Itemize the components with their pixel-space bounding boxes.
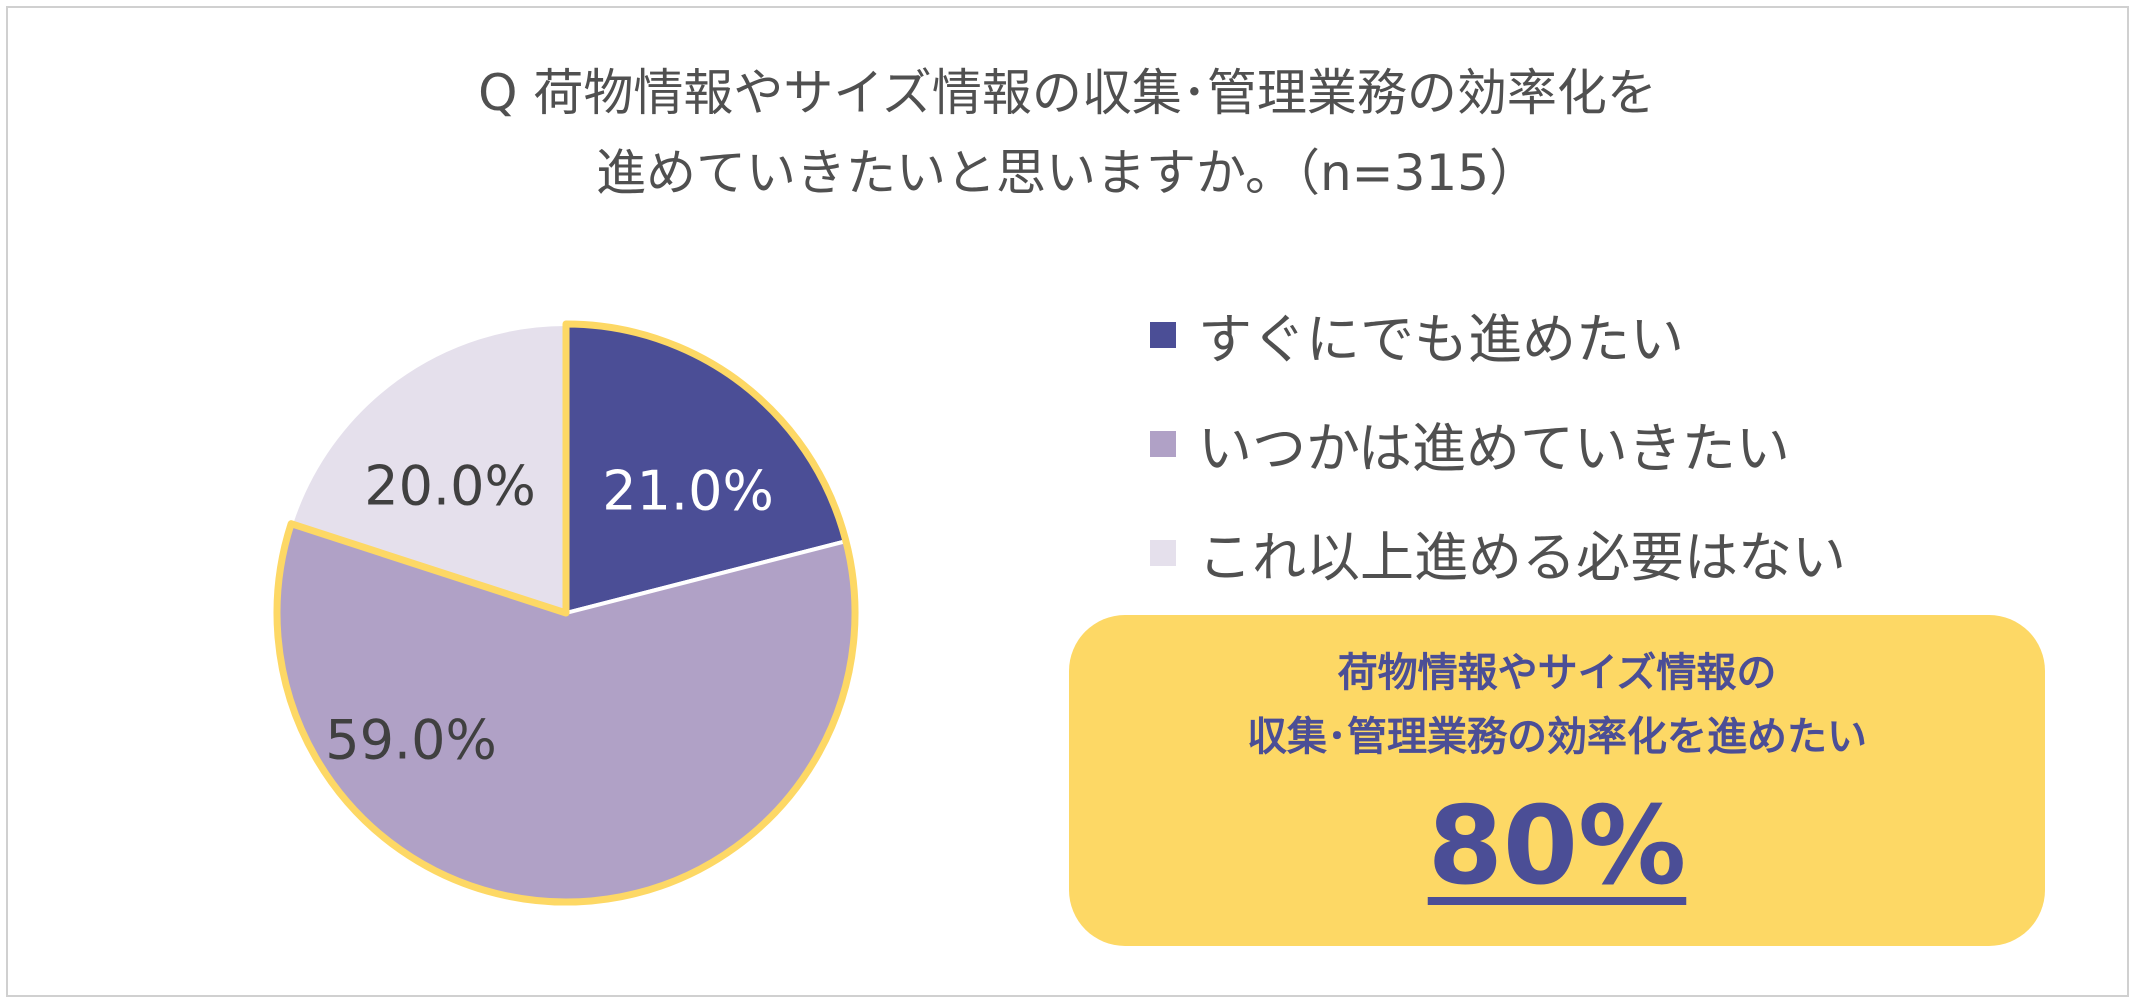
legend-swatch: [1150, 539, 1176, 566]
legend-swatch: [1150, 321, 1176, 348]
summary-callout: 荷物情報やサイズ情報の 収集･管理業務の効率化を進めたい 80%: [1069, 615, 2045, 946]
callout-line1: 荷物情報やサイズ情報の: [1337, 650, 1777, 696]
chart-title-line1: Q 荷物情報やサイズ情報の収集･管理業務の効率化を: [478, 64, 1657, 122]
data-label: 20.0%: [364, 455, 536, 518]
legend-item-immediately: すぐにでも進めたい: [1150, 295, 1684, 374]
chart-frame: [6, 6, 2129, 997]
legend-label: いつかは進めていきたい: [1198, 417, 1790, 480]
callout-line2: 収集･管理業務の効率化を進めたい: [1247, 714, 1867, 760]
legend-label: すぐにでも進めたい: [1198, 308, 1684, 371]
callout-value: 80%: [1427, 784, 1687, 909]
highlight-outline: [273, 320, 859, 906]
pie-slice: [288, 321, 568, 616]
data-label: 21.0%: [602, 460, 774, 523]
legend-item-not-needed: これ以上進める必要はない: [1150, 513, 1846, 592]
legend-swatch: [1150, 430, 1176, 457]
data-label: 59.0%: [325, 709, 497, 772]
legend-label: これ以上進める必要はない: [1198, 526, 1846, 589]
chart-title-line2: 進めていきたいと思いますか。（n=315）: [595, 144, 1540, 202]
legend-item-someday: いつかは進めていきたい: [1150, 404, 1790, 483]
